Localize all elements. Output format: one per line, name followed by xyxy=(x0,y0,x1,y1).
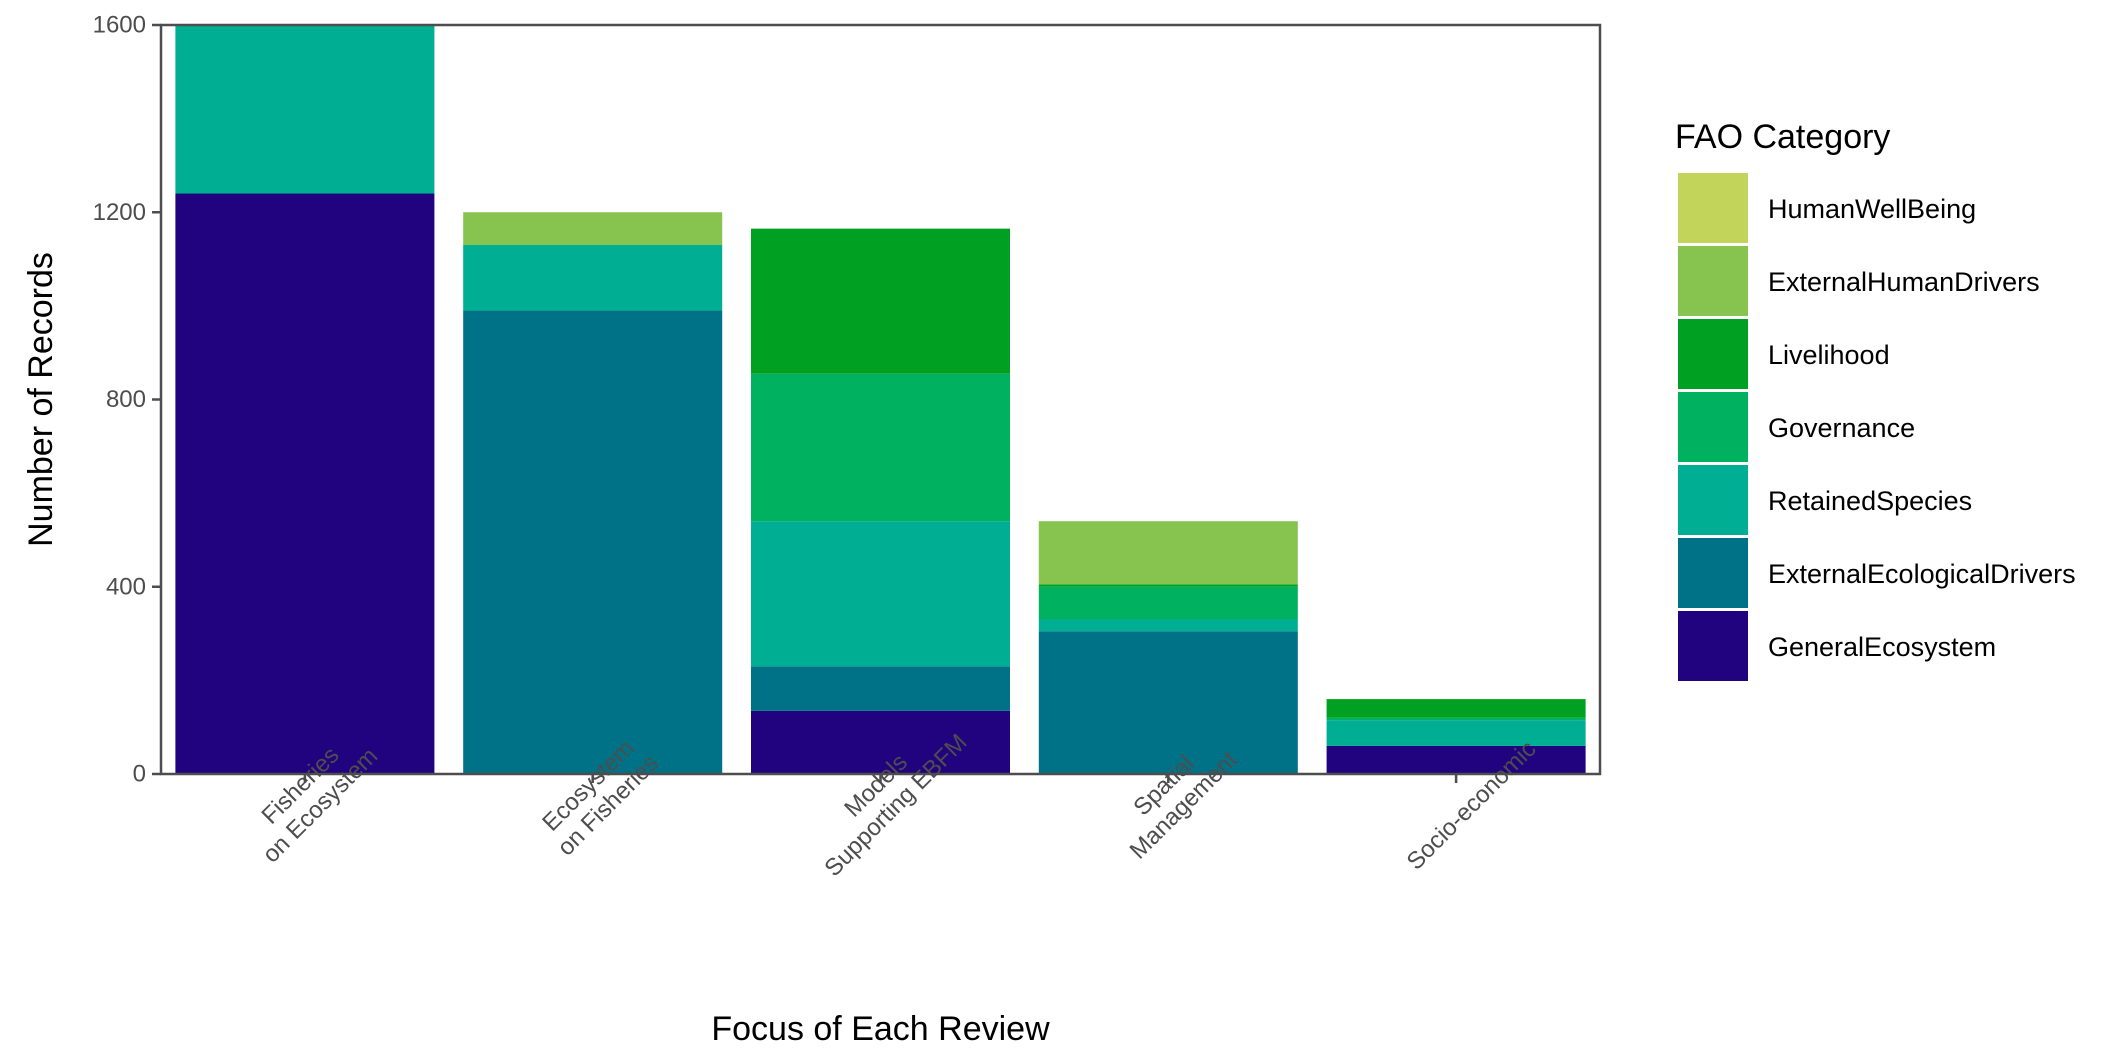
y-tick-label: 800 xyxy=(106,386,146,413)
bar-segment xyxy=(1326,720,1586,746)
legend-title: FAO Category xyxy=(1675,118,1890,156)
legend-swatch xyxy=(1678,465,1748,535)
legend-label: ExternalEcologicalDrivers xyxy=(1768,559,2076,589)
bar-segment xyxy=(750,228,1011,374)
legend-swatch xyxy=(1678,173,1748,243)
legend-label: HumanWellBeing xyxy=(1768,194,1976,224)
bar-segment xyxy=(1326,699,1586,718)
legend-label: GeneralEcosystem xyxy=(1768,632,1996,662)
bar-segment xyxy=(750,666,1011,711)
legend-swatch xyxy=(1678,538,1748,608)
y-tick-label: 0 xyxy=(133,761,146,788)
bar-segment xyxy=(463,310,723,774)
bar-segment xyxy=(175,193,435,774)
y-axis-title: Number of Records xyxy=(22,252,60,547)
y-tick-label: 1200 xyxy=(93,199,146,226)
bar-segment xyxy=(1038,584,1298,587)
bar-segment xyxy=(1326,745,1586,774)
legend-label: ExternalHumanDrivers xyxy=(1768,267,2040,297)
bar-segment xyxy=(175,25,435,194)
bar-segment xyxy=(750,710,1011,774)
legend-swatch xyxy=(1678,319,1748,389)
bar-segment xyxy=(1038,521,1298,585)
bar-segment xyxy=(1038,619,1298,632)
legend-swatch xyxy=(1678,392,1748,462)
bar-segment xyxy=(1038,586,1298,620)
legend: FAO Category HumanWellBeing ExternalHuman… xyxy=(1675,118,2076,681)
bars-layer xyxy=(175,25,1586,774)
bar-segment xyxy=(463,245,723,311)
bar-segment xyxy=(1038,631,1298,774)
bar-segment xyxy=(463,212,723,246)
legend-label: Livelihood xyxy=(1768,340,1890,370)
y-tick-label: 1600 xyxy=(93,12,146,39)
legend-swatch xyxy=(1678,246,1748,316)
y-axis: 0 400 800 1200 1600 xyxy=(93,12,161,788)
bar-segment xyxy=(1326,717,1586,721)
bar-segment xyxy=(750,521,1011,667)
x-axis-title: Focus of Each Review xyxy=(711,1010,1050,1048)
y-tick-label: 400 xyxy=(106,573,146,600)
legend-swatch xyxy=(1678,611,1748,681)
legend-label: Governance xyxy=(1768,413,1915,443)
legend-label: RetainedSpecies xyxy=(1768,486,1972,516)
bar-segment xyxy=(750,373,1011,522)
